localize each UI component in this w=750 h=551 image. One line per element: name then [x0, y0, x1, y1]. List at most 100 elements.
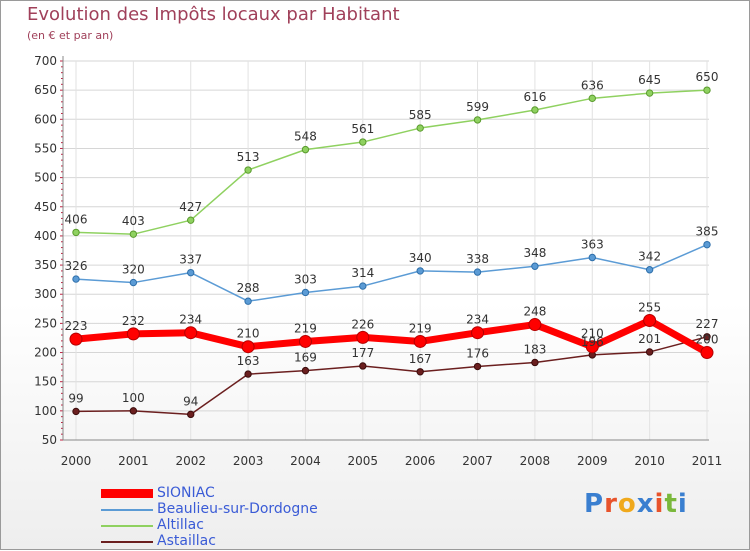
y-tick-label: 250	[34, 316, 57, 330]
data-point	[244, 370, 252, 378]
x-tick-label: 2000	[61, 454, 92, 468]
legend-label-beaulieu: Beaulieu-sur-Dordogne	[157, 501, 318, 517]
data-point	[129, 278, 138, 287]
proxiti-logo: Proxiti	[584, 489, 688, 519]
data-label: 177	[351, 346, 374, 360]
data-point	[585, 340, 599, 354]
data-label: 363	[581, 237, 604, 251]
data-label: 176	[466, 347, 489, 361]
data-point	[241, 340, 255, 354]
data-label: 232	[122, 314, 145, 328]
legend-label-altillac: Altillac	[157, 517, 204, 533]
data-point	[184, 326, 198, 340]
data-point	[301, 366, 310, 375]
data-label: 99	[68, 391, 83, 405]
data-point	[359, 282, 367, 290]
data-point	[473, 268, 482, 276]
legend-swatch-beaulieu	[101, 509, 153, 511]
data-label: 320	[122, 263, 145, 277]
data-point	[473, 362, 482, 371]
data-label: 288	[237, 281, 260, 295]
legend-label-sioniac: SIONIAC	[157, 485, 215, 501]
data-point	[187, 216, 195, 224]
data-label: 219	[409, 321, 432, 335]
data-point	[413, 334, 427, 348]
data-point	[129, 230, 138, 238]
data-point	[244, 166, 252, 174]
data-label: 94	[183, 394, 198, 408]
x-tick-label: 2005	[348, 454, 379, 468]
series-line-sioniac	[75, 316, 709, 356]
x-tick-label: 2011	[692, 454, 723, 468]
data-point	[531, 262, 539, 270]
data-point	[301, 288, 310, 297]
data-point	[126, 327, 140, 341]
data-point	[72, 228, 80, 237]
data-label: 248	[523, 305, 546, 319]
y-tick-label: 100	[34, 404, 57, 418]
legend-item-beaulieu: Beaulieu-sur-Dordogne	[101, 501, 361, 517]
legend-item-altillac: Altillac	[101, 517, 361, 533]
data-label: 337	[179, 253, 202, 267]
data-point	[645, 266, 654, 274]
logo-letter: i	[654, 489, 665, 519]
data-point	[187, 410, 195, 419]
legend-swatch-altillac	[101, 525, 153, 527]
data-point	[187, 268, 195, 277]
data-label: 169	[294, 351, 317, 365]
data-point	[528, 318, 542, 332]
legend-item-sioniac: SIONIAC	[101, 485, 361, 501]
data-point	[473, 116, 482, 124]
data-label: 645	[638, 73, 661, 87]
data-point	[301, 145, 310, 154]
axes: 50 100 150 200 250 300 350 400 450 500 550 600 650 70…	[34, 54, 722, 468]
chart-title: Evolution des Impôts locaux par Habitant	[27, 4, 400, 25]
x-tick-label: 2001	[118, 454, 149, 468]
series-group	[69, 86, 714, 419]
data-label: 340	[409, 251, 432, 265]
data-label: 561	[351, 122, 374, 136]
data-label: 650	[696, 70, 719, 84]
y-tick-label: 50	[42, 433, 57, 447]
data-point	[359, 138, 367, 146]
x-tick-label: 2004	[290, 454, 321, 468]
y-tick-label: 600	[34, 112, 57, 126]
data-label: 599	[466, 100, 489, 114]
y-tick-label: 450	[34, 200, 57, 214]
data-label: 338	[466, 252, 489, 266]
data-label: 196	[581, 335, 604, 349]
data-point	[244, 297, 252, 305]
series-line-altillac	[75, 89, 708, 235]
data-label: 234	[466, 313, 489, 327]
data-label: 548	[294, 130, 317, 144]
data-point	[703, 333, 711, 341]
data-label: 513	[237, 150, 260, 164]
data-label: 200	[696, 333, 719, 347]
x-tick-label: 2002	[175, 454, 206, 468]
data-point	[645, 89, 654, 97]
data-point	[643, 313, 657, 327]
x-tick-label: 2009	[577, 454, 608, 468]
data-point	[531, 358, 539, 367]
logo-letter: i	[677, 489, 688, 519]
data-point	[703, 240, 711, 249]
logo-letter: t	[664, 489, 678, 519]
data-point	[645, 348, 654, 356]
x-tick-label: 2008	[520, 454, 551, 468]
data-label: 100	[122, 391, 145, 405]
data-point	[72, 275, 80, 283]
y-tick-label: 400	[34, 229, 57, 243]
data-label: 234	[179, 313, 202, 327]
y-tick-label: 500	[34, 171, 57, 185]
data-point	[416, 368, 424, 376]
data-point	[531, 106, 539, 114]
logo-letter: r	[604, 489, 618, 519]
data-label: 403	[122, 214, 145, 228]
data-label: 210	[237, 327, 260, 341]
data-point	[703, 86, 711, 94]
y-tick-label: 550	[34, 141, 57, 155]
data-point	[298, 334, 312, 348]
data-point	[359, 362, 367, 370]
data-label: 219	[294, 321, 317, 335]
